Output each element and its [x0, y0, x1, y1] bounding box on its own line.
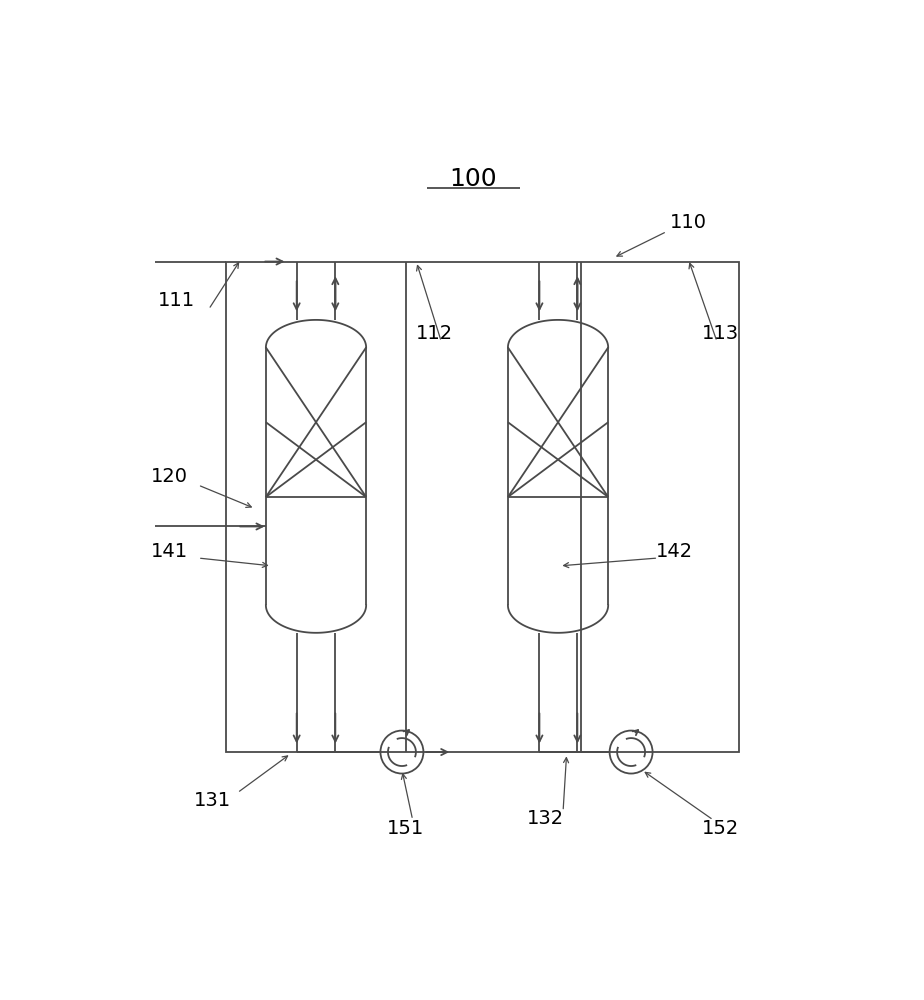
Text: 112: 112 — [416, 324, 453, 343]
Bar — [226, 262, 738, 752]
Text: 132: 132 — [527, 809, 564, 828]
Text: 113: 113 — [702, 324, 739, 343]
Text: 151: 151 — [387, 819, 424, 838]
Text: 131: 131 — [194, 791, 231, 810]
Text: 110: 110 — [670, 213, 707, 232]
Text: 100: 100 — [450, 167, 497, 191]
Text: 120: 120 — [151, 467, 188, 486]
Text: 111: 111 — [158, 291, 195, 310]
Text: 142: 142 — [655, 542, 693, 561]
Text: 141: 141 — [151, 542, 188, 561]
Text: 152: 152 — [702, 819, 739, 838]
